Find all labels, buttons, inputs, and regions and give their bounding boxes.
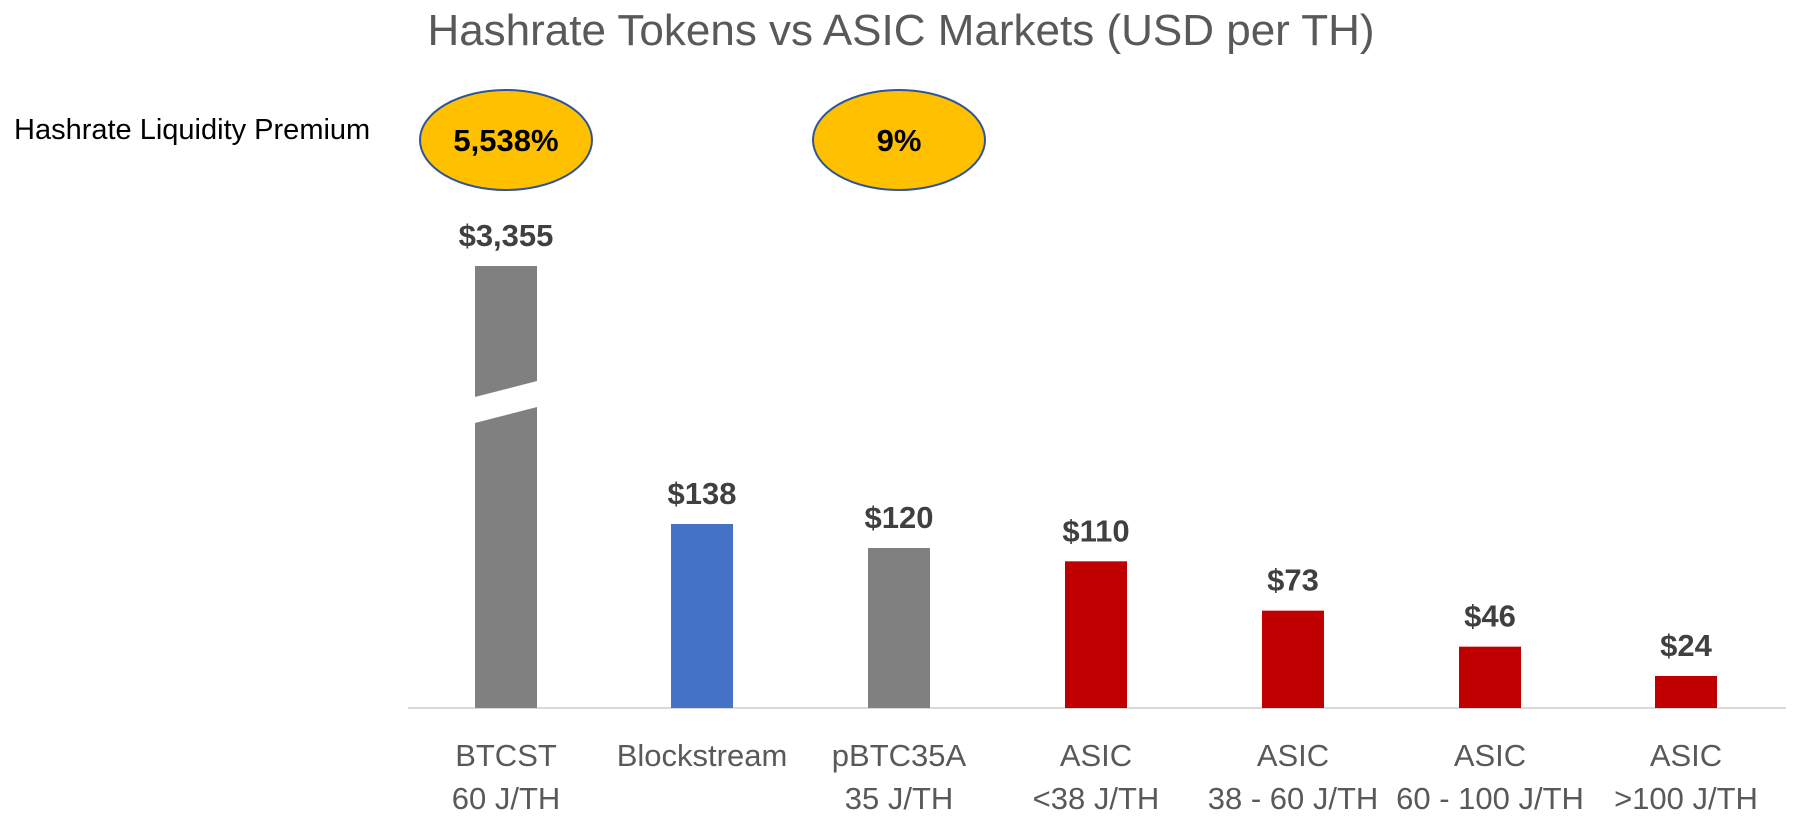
value-label-3: $110: [1062, 513, 1129, 548]
category-label-3-1: <38 J/TH: [1033, 781, 1160, 816]
premium-bubble-1: [812, 89, 986, 191]
premium-bubble-0: [419, 89, 593, 191]
axis-break-mark: [471, 380, 541, 424]
bar-2: [868, 548, 930, 708]
category-label-5-1: 60 - 100 J/TH: [1396, 781, 1584, 816]
category-label-6-1: >100 J/TH: [1614, 781, 1758, 816]
bar-4: [1262, 610, 1324, 708]
bar-6: [1655, 676, 1717, 708]
premium-value-0: 5,538%: [453, 123, 558, 158]
category-label-2-1: 35 J/TH: [845, 781, 954, 816]
value-label-1: $138: [668, 476, 737, 511]
category-label-3-0: ASIC: [1060, 738, 1132, 773]
value-label-0: $3,355: [459, 218, 554, 253]
bar-5: [1459, 646, 1521, 708]
category-label-4-1: 38 - 60 J/TH: [1208, 781, 1379, 816]
bar-3: [1065, 561, 1127, 708]
category-label-2-0: pBTC35A: [832, 738, 967, 773]
value-label-5: $46: [1464, 599, 1516, 634]
value-label-6: $24: [1660, 628, 1712, 663]
bar-1: [671, 524, 733, 708]
value-label-2: $120: [865, 500, 934, 535]
category-label-4-0: ASIC: [1257, 738, 1329, 773]
premium-label: Hashrate Liquidity Premium: [14, 114, 371, 146]
category-label-6-0: ASIC: [1650, 738, 1722, 773]
chart-title: Hashrate Tokens vs ASIC Markets (USD per…: [427, 6, 1375, 55]
value-label-4: $73: [1267, 563, 1319, 598]
category-label-5-0: ASIC: [1454, 738, 1526, 773]
bar-0: [475, 266, 537, 708]
premium-value-1: 9%: [877, 123, 922, 158]
category-label-0-0: BTCST: [455, 738, 557, 773]
category-label-0-1: 60 J/TH: [452, 781, 561, 816]
category-label-1-0: Blockstream: [617, 738, 788, 773]
